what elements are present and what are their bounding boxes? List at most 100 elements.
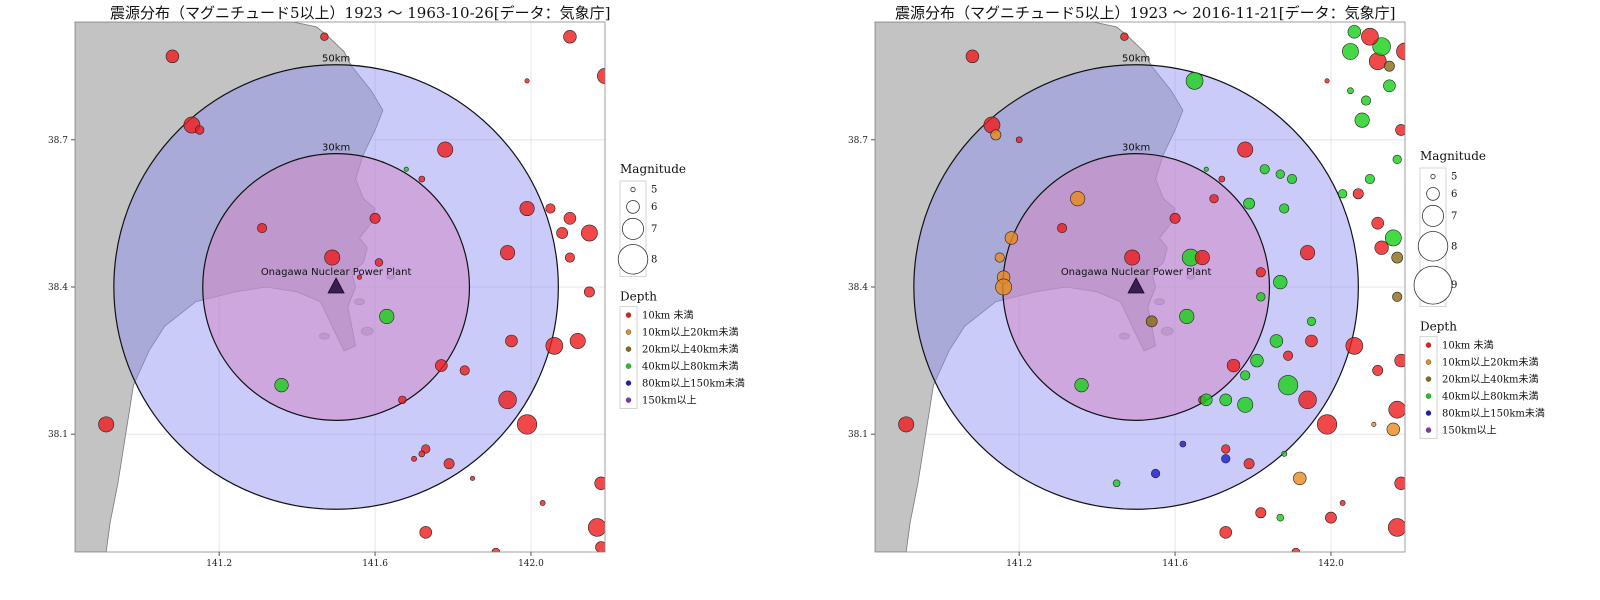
epicenter-point — [1120, 32, 1129, 41]
epicenter-point — [1185, 72, 1204, 90]
magnitude-legend-label: 5 — [1451, 172, 1457, 183]
magnitude-legend: Magnitude 5 6 7 8 — [617, 162, 686, 277]
epicenter-point — [374, 258, 384, 267]
epicenter-point — [965, 49, 980, 64]
epicenter-point — [1383, 79, 1396, 93]
magnitude-legend-label: 9 — [1451, 280, 1457, 291]
epicenter-point — [505, 334, 518, 348]
epicenter-point — [500, 245, 516, 261]
depth-legend-label: 20km以上40km未満 — [642, 344, 739, 356]
epicenter-point — [398, 395, 407, 405]
magnitude-legend-swatch — [1413, 265, 1453, 305]
epicenter-point — [379, 308, 395, 324]
epicenter-point — [1383, 60, 1395, 72]
epicenter-point — [1273, 274, 1288, 290]
epicenter-point — [1259, 164, 1270, 175]
right-chart-panel: 震源分布（マグニチュード5以上）1923 ～ 2016-11-21[データ：気象… — [800, 0, 1600, 600]
epicenter-point — [1394, 476, 1405, 490]
depth-legend: Depth 10km 未満 10km以上20km未満 20km以上40km未満 40km… — [1419, 320, 1545, 440]
epicenter-point — [320, 32, 329, 41]
magnitude-legend-title: Magnitude — [1420, 149, 1486, 163]
epicenter-point — [1250, 353, 1264, 368]
epicenter-point — [990, 129, 1002, 141]
epicenter-point — [418, 175, 426, 183]
epicenter-point — [1388, 400, 1405, 419]
magnitude-legend-label: 8 — [651, 254, 657, 265]
epicenter-point — [1392, 291, 1403, 302]
depth-legend-swatch — [1425, 427, 1432, 433]
epicenter-point — [459, 365, 470, 376]
epicenter-point — [1347, 25, 1362, 39]
epicenter-point — [1112, 479, 1121, 488]
y-tick-label: 38.4 — [48, 283, 68, 293]
epicenter-point — [1070, 191, 1086, 207]
epicenter-point — [324, 249, 341, 266]
ring-label-50km: 50km — [322, 54, 350, 65]
magnitude-legend-title: Magnitude — [620, 162, 686, 176]
depth-legend-swatch — [1425, 410, 1432, 416]
depth-legend-swatch — [1425, 393, 1432, 399]
epicenter-point — [1150, 468, 1161, 479]
magnitude-legend-swatch — [1426, 187, 1440, 201]
depth-legend-label: 40km以上80km未満 — [1442, 391, 1539, 403]
depth-legend-label: 10km 未満 — [642, 310, 693, 322]
depth-legend-swatch — [625, 346, 632, 352]
epicenter-point — [1283, 350, 1294, 361]
plant-label: Onagawa Nuclear Power Plant — [261, 267, 412, 278]
epicenter-point — [583, 286, 595, 298]
epicenter-point — [564, 252, 575, 263]
epicenter-point — [437, 141, 454, 158]
magnitude-legend-label: 7 — [651, 224, 657, 235]
left-chart-panel: 震源分布（マグニチュード5以上）1923 ～ 1963-10-26[データ：気象… — [48, 4, 745, 569]
epicenter-point — [1124, 249, 1141, 266]
epicenter-point — [594, 476, 605, 490]
magnitude-legend-label: 5 — [651, 185, 657, 196]
epicenter-point — [1391, 251, 1404, 264]
epicenter-point — [1219, 393, 1233, 407]
magnitude-legend-swatch — [1417, 231, 1449, 262]
epicenter-point — [1300, 245, 1316, 261]
epicenter-point — [898, 416, 915, 433]
x-tick-label: 141.6 — [362, 559, 388, 569]
epicenter-point — [995, 278, 1012, 296]
epicenter-point — [1004, 231, 1019, 245]
epicenter-point — [1226, 358, 1241, 373]
depth-legend-label: 80km以上150km未満 — [1442, 408, 1545, 420]
epicenter-point — [257, 223, 268, 234]
epicenters — [98, 30, 605, 552]
right-epicenter-map: 50km 30km Onagawa Nuclear Power Plant 141.2… — [848, 21, 1545, 569]
y-tick-label: 38.7 — [848, 136, 868, 146]
plant-marker-icon — [1127, 277, 1145, 294]
epicenter-point — [418, 450, 426, 458]
plot-area — [875, 22, 1405, 552]
y-tick-label: 38.7 — [48, 136, 68, 146]
epicenter-point — [519, 200, 535, 217]
plot-area — [75, 22, 605, 552]
magnitude-legend-swatch — [1430, 173, 1436, 180]
epicenter-point — [569, 333, 586, 349]
epicenter-point — [411, 455, 417, 462]
epicenter-point — [1371, 421, 1377, 427]
epicenter-point — [1371, 216, 1385, 230]
epicenter-point — [1347, 87, 1354, 95]
epicenter-point — [1255, 507, 1267, 519]
right-chart-title: 震源分布（マグニチュード5以上）1923 ～ 2016-11-21[データ：気象… — [895, 4, 1396, 22]
epicenter-point — [1387, 518, 1405, 537]
epicenter-point — [1057, 223, 1068, 234]
epicenter-point — [1179, 308, 1195, 324]
epicenter-point — [1179, 440, 1187, 448]
epicenter-point — [1293, 471, 1307, 486]
epicenter-point — [1015, 136, 1023, 144]
epicenter-point — [1364, 174, 1375, 185]
depth-legend-label: 150km以上 — [1442, 425, 1497, 437]
epicenter-point — [1240, 370, 1251, 381]
depth-legend-label: 10km以上20km未満 — [642, 327, 739, 339]
epicenter-point — [1392, 154, 1402, 165]
magnitude-legend: Magnitude 5 6 7 8 9 — [1413, 149, 1486, 308]
depth-legend: Depth 10km 未満 10km以上20km未満 20km以上40km未満 40km… — [619, 290, 745, 410]
epicenter-point — [1372, 37, 1391, 56]
epicenter-point — [1275, 169, 1285, 179]
plant-marker-icon — [327, 277, 345, 294]
epicenter-point — [1386, 422, 1401, 437]
epicenter-point — [1316, 414, 1338, 435]
